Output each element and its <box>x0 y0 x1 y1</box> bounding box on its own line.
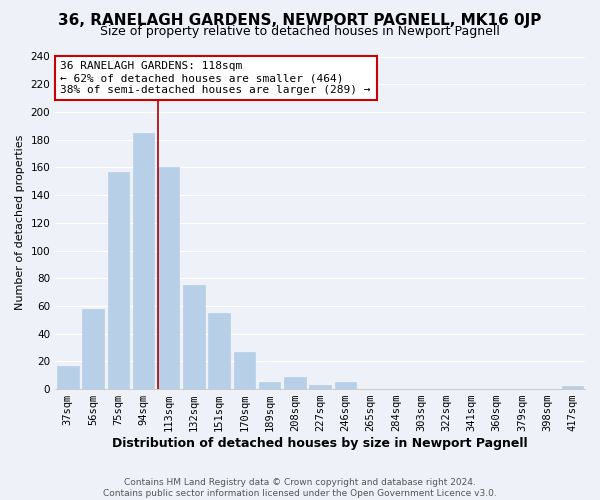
Text: Size of property relative to detached houses in Newport Pagnell: Size of property relative to detached ho… <box>100 25 500 38</box>
Bar <box>259 382 280 389</box>
Bar <box>133 132 154 389</box>
X-axis label: Distribution of detached houses by size in Newport Pagnell: Distribution of detached houses by size … <box>112 437 528 450</box>
Bar <box>562 386 583 389</box>
Bar <box>57 366 79 389</box>
Bar <box>107 172 129 389</box>
Bar <box>335 382 356 389</box>
Bar <box>284 376 305 389</box>
Bar <box>158 168 179 389</box>
Bar <box>82 308 104 389</box>
Text: 36 RANELAGH GARDENS: 118sqm
← 62% of detached houses are smaller (464)
38% of se: 36 RANELAGH GARDENS: 118sqm ← 62% of det… <box>61 62 371 94</box>
Bar <box>233 352 255 389</box>
Text: Contains HM Land Registry data © Crown copyright and database right 2024.
Contai: Contains HM Land Registry data © Crown c… <box>103 478 497 498</box>
Text: 36, RANELAGH GARDENS, NEWPORT PAGNELL, MK16 0JP: 36, RANELAGH GARDENS, NEWPORT PAGNELL, M… <box>58 12 542 28</box>
Bar <box>183 285 205 389</box>
Bar <box>208 313 230 389</box>
Bar <box>310 385 331 389</box>
Y-axis label: Number of detached properties: Number of detached properties <box>15 135 25 310</box>
